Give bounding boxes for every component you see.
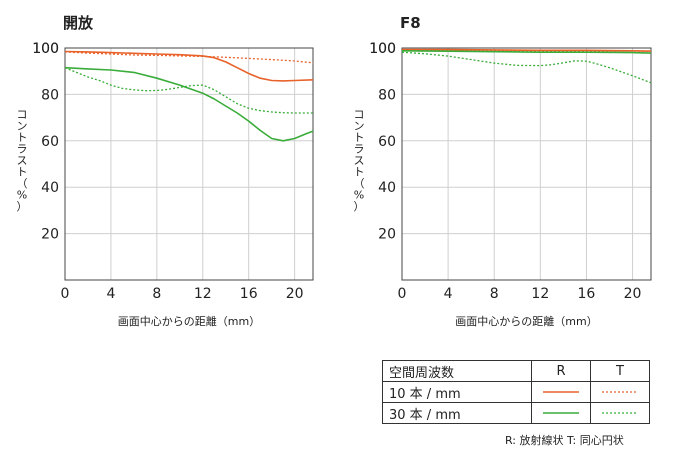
x-tick-label: 12 <box>531 286 549 302</box>
x-axis-label: 画面中心からの距離（mm） <box>118 314 260 328</box>
x-tick-label: 0 <box>398 286 407 302</box>
chart-1: 0 4 8 12 16 2020406080100100開放画面中心からの距離（mm）コン… <box>17 14 314 328</box>
plot-frame <box>401 47 652 281</box>
series-line-30t <box>401 51 652 84</box>
x-tick-label: 8 <box>152 286 161 302</box>
x-tick-label: 12 <box>194 286 212 302</box>
chart-2: 0 4 8 12 16 2020406080100100F8画面中心からの距離（mm）コン… <box>354 14 652 328</box>
x-tick-label: 8 <box>490 286 499 302</box>
legend-header-row: 空間周波数 R T <box>382 360 650 382</box>
legend-swatch-10r <box>543 391 579 393</box>
legend-header-t: T <box>590 360 650 382</box>
legend-label-30: 30 本 / mm <box>382 402 532 424</box>
y-tick-label: 100 <box>32 41 59 57</box>
y-tick-label: 80 <box>378 87 396 103</box>
x-tick-label: 16 <box>240 286 258 302</box>
legend-swatch-10t-cell <box>590 381 650 403</box>
series-line-10r <box>64 50 314 82</box>
legend-swatch-30t <box>602 412 638 414</box>
legend-label-10: 10 本 / mm <box>382 381 532 403</box>
x-tick-label: 4 <box>444 286 453 302</box>
y-tick-label: 40 <box>378 180 396 196</box>
legend-table: 空間周波数 R T 10 本 / mm 30 本 / mm <box>382 360 650 424</box>
plot-frame <box>64 47 314 281</box>
y-tick-label: 100 <box>369 41 396 57</box>
y-axis-label: コントラスト（%） <box>354 108 365 213</box>
legend-swatch-30t-cell <box>590 402 650 424</box>
chart-title: F8 <box>400 14 421 32</box>
x-tick-label: 20 <box>624 286 642 302</box>
legend-row-10: 10 本 / mm <box>382 381 650 403</box>
y-tick-label: 60 <box>378 134 396 150</box>
legend-header-r: R <box>531 360 591 382</box>
legend-swatch-30r <box>543 412 579 414</box>
y-tick-label: 60 <box>41 134 59 150</box>
y-tick-label: 40 <box>41 180 59 196</box>
x-tick-label: 4 <box>106 286 115 302</box>
x-tick-label: 0 <box>61 286 70 302</box>
y-axis-label: コントラスト（%） <box>17 108 28 213</box>
x-tick-label: 16 <box>578 286 596 302</box>
chart-title: 開放 <box>63 14 94 32</box>
legend-header-frequency: 空間周波数 <box>382 360 532 382</box>
series-line-30t <box>64 67 313 114</box>
y-tick-label: 20 <box>378 227 396 243</box>
series-line-10t <box>64 51 314 64</box>
legend-swatch-30r-cell <box>531 402 591 424</box>
x-axis-label: 画面中心からの距離（mm） <box>455 314 597 328</box>
orientation-note: R: 放射線状 T: 同心円状 <box>505 434 624 447</box>
series-line-10r <box>402 48 652 52</box>
legend-swatch-10t <box>602 391 638 393</box>
legend-row-30: 30 本 / mm <box>382 402 650 424</box>
y-tick-label: 100 <box>369 41 396 57</box>
y-tick-label: 20 <box>41 227 59 243</box>
legend-swatch-10r-cell <box>531 381 591 403</box>
series-line-30r <box>64 66 314 142</box>
mtf-charts: 0 4 8 12 16 2020406080100100開放画面中心からの距離（mm）コン… <box>17 14 652 328</box>
y-tick-label: 80 <box>41 87 59 103</box>
y-tick-label: 100 <box>32 41 59 57</box>
x-tick-label: 20 <box>286 286 304 302</box>
series-line-30r <box>401 50 652 54</box>
